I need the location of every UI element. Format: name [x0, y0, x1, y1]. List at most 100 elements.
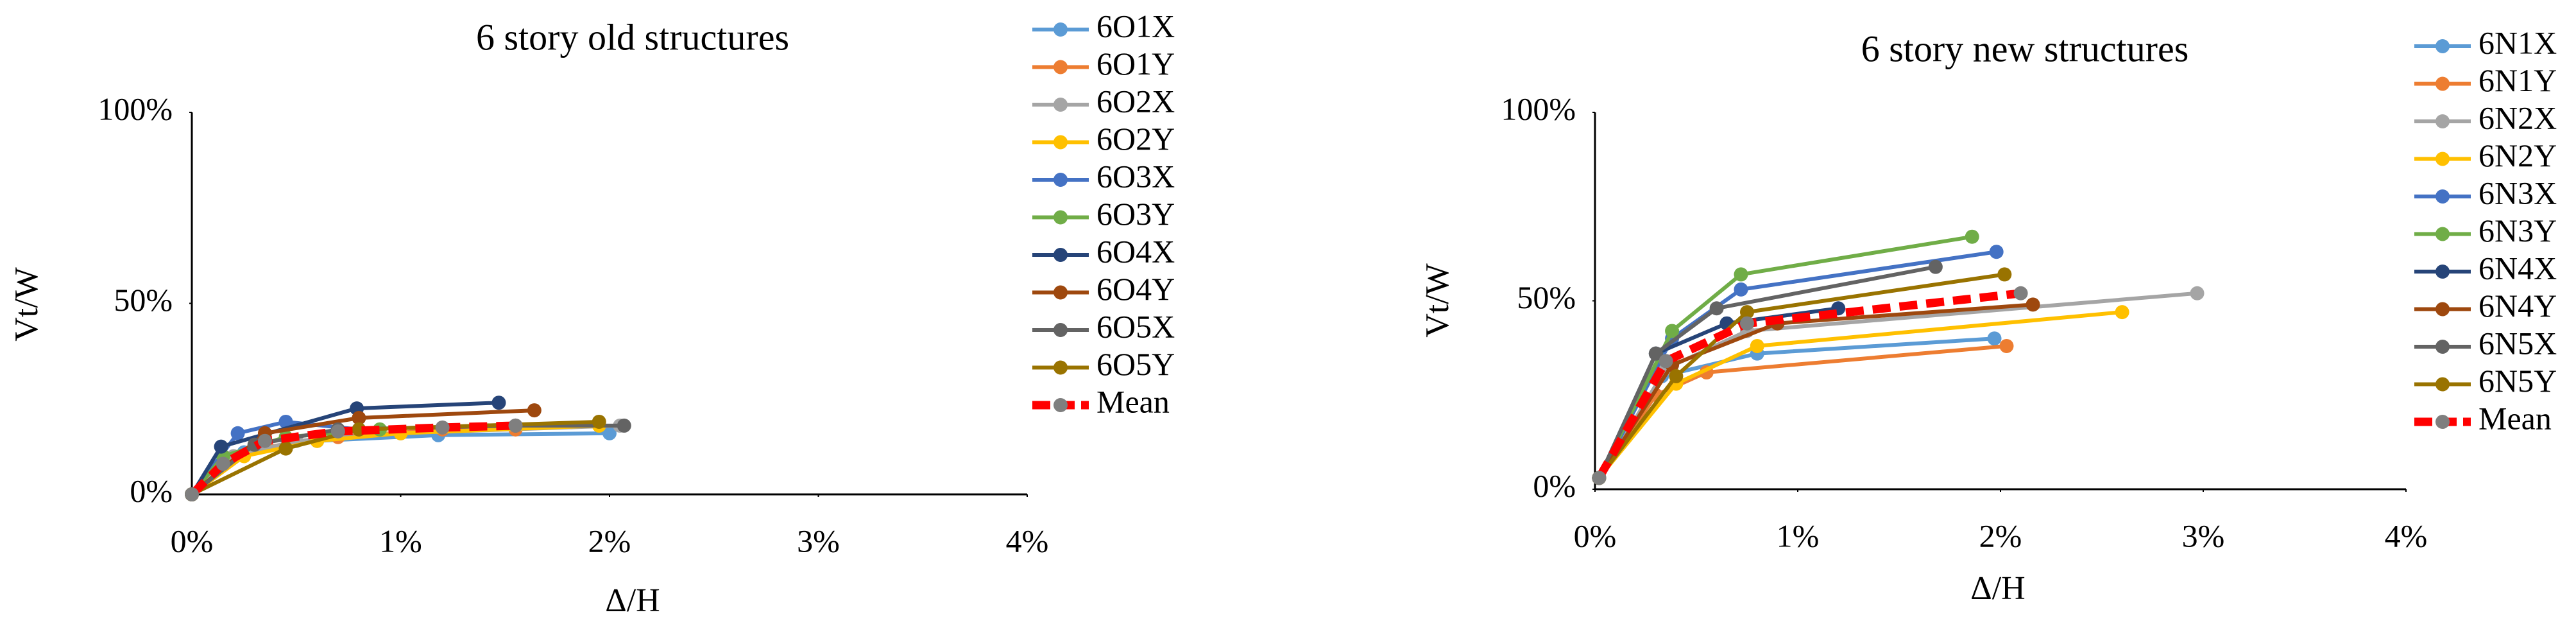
legend-marker — [1053, 173, 1068, 187]
legend-label: 6O3Y — [1096, 196, 1175, 232]
legend-label: 6N1X — [2478, 24, 2557, 60]
legend-marker — [2435, 227, 2450, 241]
data-point — [216, 456, 230, 471]
data-point — [1987, 331, 2002, 346]
data-point — [617, 418, 631, 433]
x-tick-label: 2% — [1979, 517, 2022, 553]
y-tick-label: 50% — [1517, 279, 1576, 315]
data-point — [1734, 267, 1748, 282]
legend-label: 6N3Y — [2478, 213, 2557, 248]
x-axis-title: Δ/H — [1970, 570, 2025, 607]
y-tick-label: 100% — [1501, 91, 1576, 126]
x-tick-label: 1% — [1777, 517, 1820, 553]
data-point — [2013, 286, 2028, 300]
legend-label: 6O1X — [1096, 8, 1175, 44]
x-tick-label: 1% — [379, 523, 422, 559]
series-line — [1597, 272, 2005, 480]
legend-label: 6N2X — [2478, 100, 2557, 135]
legend-marker — [2435, 302, 2450, 317]
series-line — [189, 421, 516, 498]
legend-marker — [1053, 22, 1068, 37]
legend-label: 6N3X — [2478, 175, 2557, 211]
legend-marker — [1053, 285, 1068, 300]
legend-marker — [1053, 248, 1068, 262]
data-point — [1669, 369, 1684, 383]
data-point — [1750, 338, 1764, 353]
legend-label: 6O3X — [1096, 158, 1175, 194]
legend-label: 6N5X — [2478, 325, 2557, 361]
legend-marker — [1053, 360, 1068, 375]
data-point — [330, 424, 345, 439]
data-point — [2026, 297, 2040, 312]
legend-marker — [2435, 340, 2450, 354]
legend-marker — [1053, 135, 1068, 150]
data-point — [1648, 346, 1663, 361]
data-point — [352, 411, 366, 425]
legend-marker — [2435, 76, 2450, 91]
data-point — [1999, 338, 2014, 353]
legend-marker — [2435, 265, 2450, 279]
legend-marker — [1053, 60, 1068, 74]
data-point — [230, 426, 245, 440]
legend-label: 6O2Y — [1096, 121, 1175, 157]
chart-title: 6 story new structures — [1861, 28, 2189, 69]
data-point — [435, 420, 450, 435]
series-line — [1597, 265, 1936, 479]
y-tick-label: 0% — [1533, 467, 1576, 503]
data-point — [1997, 267, 2012, 282]
data-point — [602, 426, 617, 440]
legend-label: 6O2X — [1096, 83, 1175, 119]
x-tick-label: 2% — [588, 523, 631, 559]
data-point — [1740, 305, 1754, 320]
data-point — [1740, 316, 1754, 331]
legend-marker — [1053, 98, 1068, 112]
data-point — [2190, 286, 2205, 300]
data-point — [214, 439, 228, 454]
data-point — [257, 433, 272, 448]
x-axis-title: Δ/H — [605, 582, 660, 619]
legend-label: 6N4Y — [2478, 288, 2557, 324]
y-tick-label: 100% — [98, 91, 173, 126]
data-point — [1989, 245, 2004, 259]
y-axis-title: Vt/W — [1419, 263, 1456, 338]
data-point — [1665, 324, 1680, 338]
legend-label: 6N5Y — [2478, 363, 2557, 399]
series-line — [1597, 291, 2197, 479]
data-point — [527, 403, 542, 418]
legend-label: 6O1Y — [1096, 46, 1175, 82]
data-point — [592, 414, 606, 429]
data-point — [1928, 259, 1943, 274]
series-line — [1597, 234, 1973, 479]
legend-marker — [2435, 415, 2450, 429]
legend-label: 6N4X — [2478, 250, 2557, 286]
x-tick-label: 0% — [171, 523, 214, 559]
chart: 6 story new structures Vt/W Δ/H 0% 50% 100% 0%… — [1419, 24, 2557, 606]
legend-label: Mean — [2478, 400, 2552, 436]
legend-marker — [2435, 39, 2450, 53]
legend-label: 6N1Y — [2478, 62, 2557, 98]
legend-marker — [2435, 152, 2450, 166]
data-point — [278, 414, 293, 429]
chart: 6 story old structures Vt/W Δ/H 0% 50% 100% 0%… — [8, 8, 1175, 618]
legend-label: 6O4Y — [1096, 271, 1175, 307]
legend-marker — [1053, 398, 1068, 412]
data-point — [508, 418, 523, 433]
x-tick-label: 4% — [2385, 517, 2428, 553]
data-point — [1965, 229, 1979, 244]
series-line — [1597, 310, 2122, 480]
legend-marker — [1053, 323, 1068, 337]
data-point — [185, 487, 199, 501]
legend-marker — [2435, 189, 2450, 204]
legend-label: 6O4X — [1096, 233, 1175, 269]
data-point — [2115, 305, 2129, 320]
legend-marker — [2435, 114, 2450, 128]
x-tick-label: 3% — [2182, 517, 2225, 553]
data-point — [1592, 471, 1607, 485]
data-point — [491, 396, 506, 410]
y-axis-title: Vt/W — [8, 267, 45, 342]
data-point — [1659, 354, 1673, 369]
legend-marker — [2435, 377, 2450, 392]
x-tick-label: 4% — [1006, 523, 1049, 559]
data-point — [1734, 282, 1748, 297]
